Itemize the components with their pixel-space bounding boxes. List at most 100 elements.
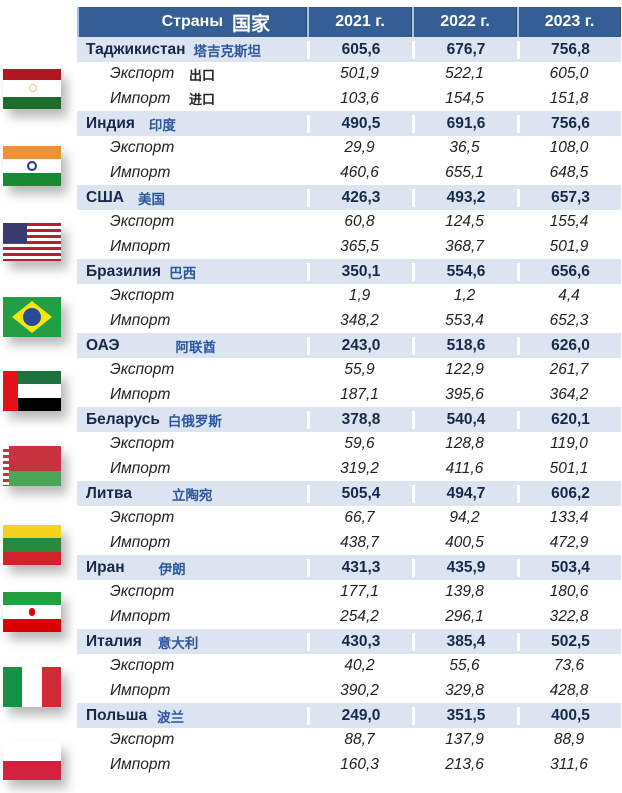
country-name-ru: Литва bbox=[86, 484, 132, 502]
export-label-ru: Экспорт bbox=[110, 213, 175, 231]
export-value: 137,9 bbox=[445, 731, 484, 749]
country-group: Польша 波兰 249,0 351,5 400,5 Экспорт 88,7 137,9 8… bbox=[77, 703, 621, 777]
import-value: 296,1 bbox=[445, 607, 484, 625]
export-label-cell: Экспорт bbox=[77, 509, 307, 527]
country-name-zh: 巴西 bbox=[169, 265, 197, 281]
export-label-cell: Экспорт bbox=[77, 213, 307, 231]
export-value: 66,7 bbox=[344, 509, 375, 527]
export-value: 1,2 bbox=[453, 287, 476, 305]
import-label-ru: Импорт bbox=[110, 607, 171, 625]
import-label-ru: Импорт bbox=[110, 385, 171, 403]
export-label-cell: Экспорт bbox=[77, 287, 307, 305]
export-value: 55,6 bbox=[449, 657, 480, 675]
total-value: 385,4 bbox=[412, 632, 517, 651]
table-row-export: Экспорт 出口 501,9 522,1 605,0 bbox=[77, 62, 621, 87]
table-row-import: Импорт 365,5 368,7 501,9 bbox=[77, 234, 621, 259]
lithuania-flag-icon bbox=[3, 525, 61, 565]
header-countries-zh: 国家 bbox=[231, 13, 270, 35]
import-label-cell: Импорт bbox=[77, 312, 307, 330]
import-label-ru: Импорт bbox=[110, 163, 171, 181]
table-row-export: Экспорт 177,1 139,8 180,6 bbox=[77, 580, 621, 605]
country-name-zh: 波兰 bbox=[157, 709, 185, 725]
country-name-ru: Иран bbox=[86, 558, 125, 576]
country-name-cell: Италия 意大利 bbox=[77, 632, 307, 652]
export-value: 73,6 bbox=[553, 657, 585, 675]
total-value: 493,2 bbox=[412, 188, 517, 207]
import-value: 501,1 bbox=[549, 459, 589, 477]
import-value: 213,6 bbox=[445, 755, 484, 773]
import-label-ru: Импорт bbox=[110, 533, 171, 551]
iran-flag-icon bbox=[3, 592, 61, 632]
header-year-2023: 2023 г. bbox=[517, 7, 621, 37]
export-label-ru: Экспорт bbox=[110, 361, 175, 379]
export-value: 88,9 bbox=[553, 731, 585, 749]
total-value: 350,1 bbox=[307, 262, 412, 281]
export-value: 501,9 bbox=[340, 65, 379, 83]
import-label-ru: Импорт bbox=[110, 459, 171, 477]
export-value: 133,4 bbox=[549, 509, 589, 527]
export-value: 122,9 bbox=[445, 361, 484, 379]
brazil-flag-icon bbox=[3, 297, 61, 337]
country-name-ru: ОАЭ bbox=[86, 336, 120, 354]
total-value: 351,5 bbox=[412, 706, 517, 725]
export-value: 88,7 bbox=[344, 731, 375, 749]
export-label-cell: Экспорт bbox=[77, 731, 307, 749]
country-name-zh: 立陶宛 bbox=[171, 487, 213, 503]
country-group: Индия 印度 490,5 691,6 756,6 Экспорт 29,9 36,5 108… bbox=[77, 111, 621, 185]
import-value: 322,8 bbox=[549, 607, 589, 625]
country-name-ru: Бразилия bbox=[86, 262, 162, 280]
import-value: 160,3 bbox=[340, 755, 379, 773]
country-name-cell: Таджикистан 塔吉克斯坦 bbox=[77, 40, 307, 60]
export-label-zh: 出口 bbox=[189, 67, 216, 83]
import-label-cell: Импорт bbox=[77, 164, 307, 182]
table-row-export: Экспорт 59,6 128,8 119,0 bbox=[77, 432, 621, 457]
usa-flag-icon bbox=[3, 223, 61, 261]
total-value: 494,7 bbox=[412, 484, 517, 503]
import-value: 368,7 bbox=[445, 237, 484, 255]
country-name-zh: 阿联酋 bbox=[175, 339, 217, 355]
country-group: Беларусь 白俄罗斯 378,8 540,4 620,1 Экспорт 59,6 12… bbox=[77, 407, 621, 481]
country-name-ru: Таджикистан bbox=[86, 40, 186, 58]
import-value: 364,2 bbox=[549, 385, 589, 403]
export-label-cell: Экспорт bbox=[77, 361, 307, 379]
export-value: 124,5 bbox=[445, 213, 484, 231]
export-value: 128,8 bbox=[445, 435, 484, 453]
country-name-cell: Беларусь 白俄罗斯 bbox=[77, 410, 307, 430]
total-value: 435,9 bbox=[412, 558, 517, 577]
header-year-2021: 2021 г. bbox=[307, 7, 412, 37]
import-value: 472,9 bbox=[549, 533, 589, 551]
total-value: 518,6 bbox=[412, 336, 517, 355]
export-label-cell: Экспорт bbox=[77, 435, 307, 453]
table-row-import: Импорт 254,2 296,1 322,8 bbox=[77, 604, 621, 629]
import-label-ru: Импорт bbox=[110, 89, 171, 107]
total-value: 503,4 bbox=[517, 558, 621, 577]
country-name-cell: ОАЭ 阿联酋 bbox=[77, 336, 307, 356]
header-countries-ru: Страны bbox=[161, 13, 223, 30]
uae-flag-icon bbox=[3, 371, 61, 411]
import-value: 365,5 bbox=[340, 237, 379, 255]
total-value: 540,4 bbox=[412, 410, 517, 429]
import-value: 311,6 bbox=[550, 755, 588, 773]
total-value: 554,6 bbox=[412, 262, 517, 281]
import-value: 329,8 bbox=[445, 681, 484, 699]
table-row-country: Таджикистан 塔吉克斯坦 605,6 676,7 756,8 bbox=[77, 37, 621, 62]
import-label-cell: Импорт bbox=[77, 238, 307, 256]
import-value: 395,6 bbox=[445, 385, 484, 403]
import-value: 652,3 bbox=[549, 311, 589, 329]
total-value: 505,4 bbox=[307, 484, 412, 503]
table-header: Страны 国家 2021 г. 2022 г. 2023 г. bbox=[77, 7, 621, 37]
country-group: США 美国 426,3 493,2 657,3 Экспорт 60,8 124,5 155,… bbox=[77, 185, 621, 259]
total-value: 430,3 bbox=[307, 632, 412, 651]
export-label-ru: Экспорт bbox=[110, 583, 175, 601]
total-value: 249,0 bbox=[307, 706, 412, 725]
import-value: 428,8 bbox=[549, 681, 589, 699]
export-value: 60,8 bbox=[344, 213, 375, 231]
total-value: 378,8 bbox=[307, 410, 412, 429]
import-value: 648,5 bbox=[549, 163, 589, 181]
table-row-import: Импорт 160,3 213,6 311,6 bbox=[77, 752, 621, 777]
import-value: 348,2 bbox=[340, 311, 379, 329]
total-value: 691,6 bbox=[412, 114, 517, 133]
export-label-ru: Экспорт bbox=[110, 731, 175, 749]
export-label-cell: Экспорт 出口 bbox=[77, 65, 307, 84]
country-name-cell: Польша 波兰 bbox=[77, 706, 307, 726]
